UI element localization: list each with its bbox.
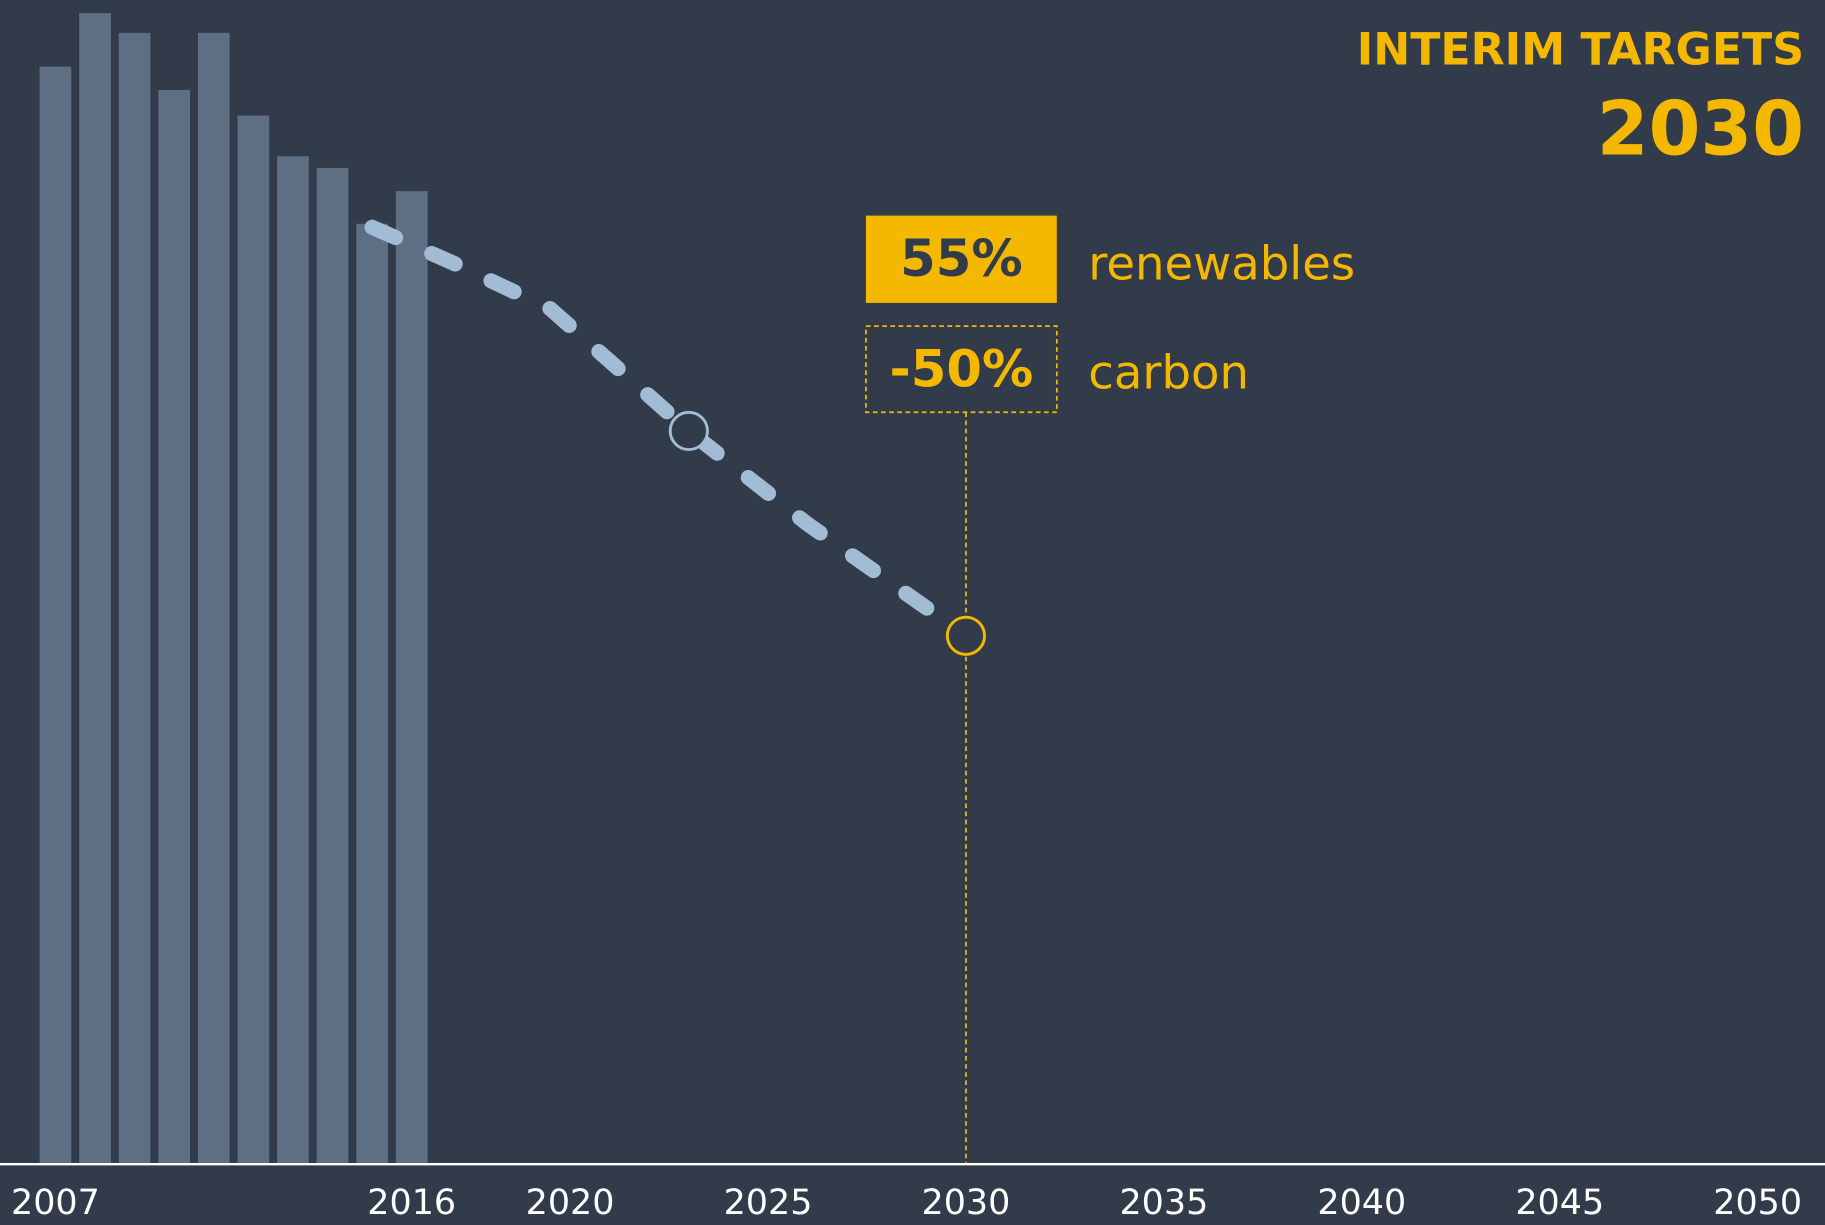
x-tick-label: 2020: [526, 1183, 615, 1223]
chart-title: INTERIM TARGETS: [1357, 25, 1804, 76]
x-tick-label: 2007: [11, 1183, 100, 1223]
x-tick-label: 2016: [367, 1183, 456, 1223]
renewables-label: renewables: [1088, 236, 1355, 290]
carbon-label: carbon: [1088, 346, 1249, 400]
target-marker: [945, 615, 987, 656]
renewables-value: 55%: [900, 229, 1023, 289]
x-tick-label: 2045: [1515, 1183, 1604, 1223]
bar: [277, 156, 309, 1165]
bar: [158, 89, 191, 1165]
bar: [356, 223, 388, 1165]
bar: [79, 13, 111, 1165]
carbon-value: -50%: [889, 340, 1033, 400]
bar: [395, 191, 428, 1165]
milestone-marker: [668, 410, 709, 452]
bar: [197, 32, 230, 1165]
x-tick-label: 2025: [724, 1183, 813, 1223]
bar: [316, 167, 349, 1165]
x-tick-label: 2030: [922, 1183, 1011, 1223]
renewables-box: [865, 215, 1057, 303]
chart-subtitle: 2030: [1597, 86, 1804, 173]
x-tick-label: 2040: [1317, 1183, 1406, 1223]
bar: [118, 32, 151, 1165]
projection-line: [364, 219, 974, 644]
bar: [237, 115, 270, 1165]
x-tick-label: 2050: [1713, 1183, 1802, 1223]
bar: [39, 66, 72, 1165]
x-tick-label: 2035: [1119, 1183, 1208, 1223]
